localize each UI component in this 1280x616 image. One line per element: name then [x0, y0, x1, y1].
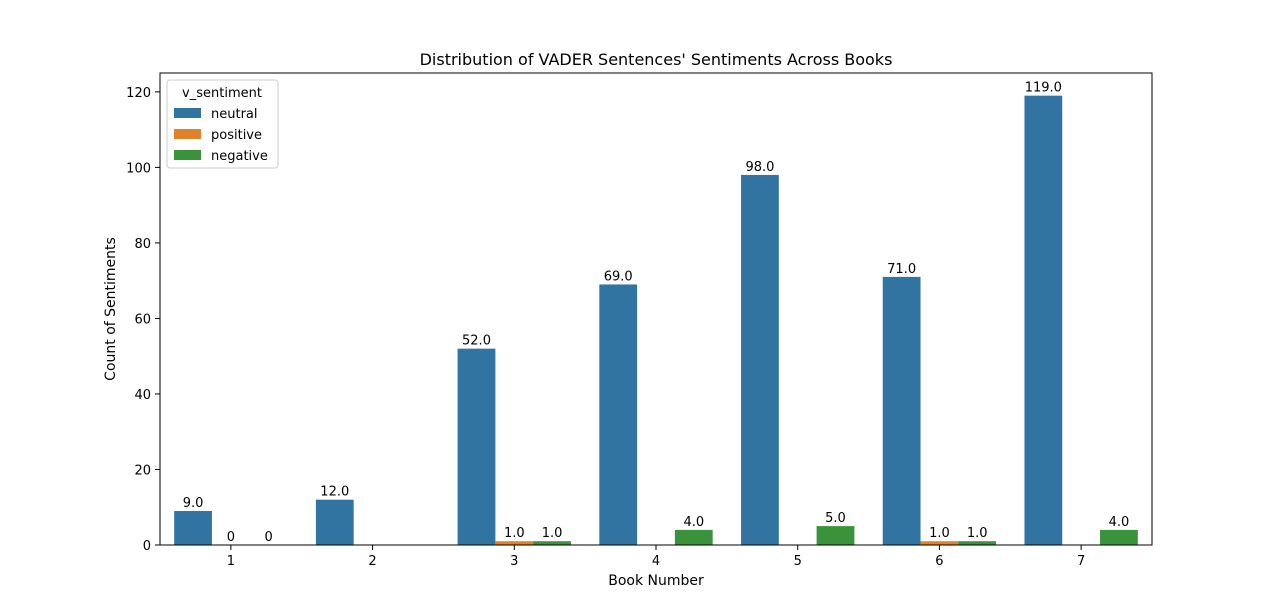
x-tick-label-7: 7	[1077, 554, 1085, 569]
x-tick-label-2: 2	[368, 554, 376, 569]
data-label-negative-book-1: 0	[265, 530, 273, 545]
y-tick-label-0: 0	[143, 539, 151, 554]
axes-layer: 0 20 40 60 80 100 120 1 2 3 4 5 6 7	[126, 72, 1153, 569]
x-tick-label-4: 4	[652, 554, 660, 569]
data-label-neutral-book-6: 71.0	[887, 262, 916, 277]
data-label-neutral-book-2: 12.0	[320, 485, 349, 500]
x-tick-label-1: 1	[227, 554, 235, 569]
data-label-negative-book-4: 4.0	[683, 515, 704, 530]
y-tick-label-60: 60	[134, 312, 151, 327]
data-label-neutral-book-4: 69.0	[604, 269, 633, 284]
data-label-neutral-book-1: 9.0	[183, 496, 204, 511]
data-label-positive-book-1: 0	[227, 530, 235, 545]
bar-positive-book-3	[495, 541, 534, 545]
y-tick-label-20: 20	[134, 463, 151, 478]
bar-negative-book-7	[1100, 529, 1138, 545]
x-axis-label: Book Number	[608, 573, 704, 589]
legend-box	[166, 79, 279, 169]
data-label-positive-book-3: 1.0	[504, 526, 525, 541]
bars-layer	[174, 95, 1138, 545]
y-axis-label: Count of Sentiments	[103, 237, 119, 381]
x-tick-label-5: 5	[794, 554, 802, 569]
y-tick-label-80: 80	[134, 237, 151, 252]
legend-label-neutral: neutral	[211, 107, 258, 122]
data-label-neutral-book-3: 52.0	[462, 334, 491, 349]
bar-neutral-book-7	[1024, 95, 1063, 545]
data-label-negative-book-7: 4.0	[1109, 515, 1130, 530]
bar-negative-book-4	[674, 529, 713, 545]
legend-swatch-positive	[174, 129, 201, 139]
legend-title: v_sentiment	[182, 86, 262, 101]
bar-positive-book-6	[920, 541, 959, 545]
bar-neutral-book-6	[882, 276, 921, 545]
bar-neutral-book-3	[457, 348, 496, 545]
bar-negative-book-3	[533, 541, 571, 545]
data-labels-layer: 9.0 12.0 52.0 69.0 98.0 71.0 119.0 0 1.0 1.0 0 1.0 4…	[183, 81, 1130, 545]
legend-swatch-neutral	[174, 108, 201, 118]
bar-neutral-book-4	[599, 284, 638, 545]
data-label-neutral-book-5: 98.0	[745, 160, 774, 175]
data-label-negative-book-5: 5.0	[825, 511, 846, 526]
x-tick-label-6: 6	[935, 554, 943, 569]
legend-swatch-negative	[174, 150, 201, 160]
bar-neutral-book-1	[174, 511, 212, 545]
y-tick-label-100: 100	[126, 161, 151, 176]
data-label-negative-book-6: 1.0	[967, 526, 988, 541]
bar-neutral-book-5	[741, 174, 779, 545]
y-tick-label-120: 120	[126, 86, 151, 101]
data-label-neutral-book-7: 119.0	[1025, 81, 1062, 96]
legend-label-negative: negative	[211, 149, 268, 164]
bar-negative-book-6	[958, 541, 997, 545]
plot-frame	[159, 72, 1153, 546]
legend-label-positive: positive	[211, 128, 262, 143]
chart-title: Distribution of VADER Sentences' Sentime…	[420, 50, 893, 69]
bar-neutral-book-2	[315, 499, 354, 545]
bar-negative-book-5	[816, 526, 855, 545]
x-tick-label-3: 3	[510, 554, 518, 569]
data-label-positive-book-6: 1.0	[929, 526, 950, 541]
y-tick-label-40: 40	[134, 388, 151, 403]
data-label-negative-book-3: 1.0	[542, 526, 563, 541]
